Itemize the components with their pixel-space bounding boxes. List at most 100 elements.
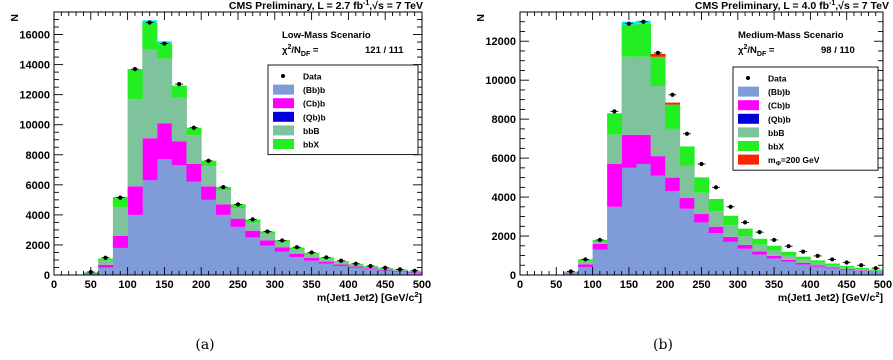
bar-segment xyxy=(304,258,320,261)
legend-label-rest: =200 GeV xyxy=(781,155,820,165)
legend-label-text: bbB xyxy=(768,128,785,138)
legend-swatch xyxy=(738,127,759,138)
legend-item: (Bb)b xyxy=(738,86,790,97)
bar-segment xyxy=(333,262,349,265)
chi2-eq: = xyxy=(766,45,775,56)
legend-swatch xyxy=(273,98,294,109)
bar-segment xyxy=(679,198,695,209)
bar-segment xyxy=(853,269,869,271)
legend-label-text: (Qb)b xyxy=(303,112,326,122)
data-point xyxy=(118,195,123,200)
bar-segment xyxy=(274,251,290,275)
bar-segment xyxy=(157,43,173,59)
legend-label: (Cb)b xyxy=(303,99,325,109)
bar-segment xyxy=(157,159,173,275)
y-tick-label: 6000 xyxy=(492,153,516,165)
data-point xyxy=(742,220,748,225)
bar-segment xyxy=(737,248,753,275)
data-point xyxy=(583,257,588,262)
legend-item: Data xyxy=(746,74,787,84)
bar-segment xyxy=(810,265,826,267)
bar-segment xyxy=(289,256,305,275)
y-tick-label: 2000 xyxy=(26,240,50,252)
panel-caption: (b) xyxy=(653,337,673,353)
bar-segment xyxy=(650,156,666,176)
legend-item: mΦ=200 GeV xyxy=(738,154,820,168)
series--cb-b xyxy=(83,123,423,274)
bar-segment xyxy=(274,242,290,248)
x-tick-label: 0 xyxy=(51,279,57,291)
legend-swatch xyxy=(273,84,294,95)
legend-item: bbB xyxy=(273,125,320,136)
x-axis-label-sup: 2 xyxy=(875,290,879,299)
bar-segment xyxy=(621,56,637,135)
bar-segment xyxy=(127,186,143,215)
bar-segment xyxy=(230,218,246,227)
legend-label-text: (Qb)b xyxy=(768,114,791,124)
bar-segment xyxy=(650,56,666,87)
bar-segment xyxy=(766,250,782,256)
bar-segment xyxy=(607,113,623,135)
cms-header: CMS Preliminary, L = 2.7 fb-1,√s = 7 TeV xyxy=(229,0,423,12)
data-point xyxy=(786,244,791,249)
x-axis-label-sup: 2 xyxy=(414,290,418,299)
data-point xyxy=(859,263,864,268)
bar-segment xyxy=(142,49,158,139)
panel-caption: (a) xyxy=(195,337,214,353)
data-point xyxy=(177,82,182,87)
bar-segment xyxy=(260,240,276,246)
bar-segment xyxy=(201,186,217,200)
bar-segment xyxy=(679,165,695,199)
bar-segment xyxy=(171,85,187,98)
data-point xyxy=(309,250,314,255)
bar-segment xyxy=(723,241,739,275)
bar-segment xyxy=(810,260,826,263)
bar-segment xyxy=(708,233,724,275)
bar-segment xyxy=(245,222,261,231)
scenario-title: Low-Mass Scenario xyxy=(282,30,371,41)
bar-segment xyxy=(157,123,173,160)
chi2-sup: 2 xyxy=(743,44,747,51)
data-point xyxy=(280,238,285,243)
bar-segment xyxy=(230,208,246,219)
bar-segment xyxy=(781,251,797,256)
bar-segment xyxy=(650,53,666,57)
x-axis-label-text: m(Jet1 Jet2) [GeV/c xyxy=(778,292,876,304)
x-axis-label: m(Jet1 Jet2) [GeV/c2] xyxy=(778,290,883,304)
legend-swatch xyxy=(738,154,759,165)
bar-segment xyxy=(127,214,143,275)
y-axis-label: N xyxy=(475,14,487,22)
data-point xyxy=(801,249,806,254)
bar-segment xyxy=(186,163,202,182)
bar-segment xyxy=(201,166,217,187)
bar-segment xyxy=(824,267,840,269)
legend-label-text: Data xyxy=(768,74,787,84)
chi2-slash: /N xyxy=(747,45,757,56)
data-point xyxy=(626,21,632,26)
x-tick-label: 450 xyxy=(376,279,394,291)
bar-segment xyxy=(260,234,276,241)
x-tick-label: 50 xyxy=(550,279,562,291)
data-point xyxy=(368,263,373,269)
bar-segment xyxy=(592,249,608,275)
data-point xyxy=(338,258,344,263)
bar-segment xyxy=(636,134,652,164)
legend-item: (Bb)b xyxy=(273,84,325,95)
bar-segment xyxy=(304,254,320,259)
data-point xyxy=(757,230,762,235)
data-point xyxy=(397,267,403,272)
data-point xyxy=(772,237,777,243)
y-tick-label: 10000 xyxy=(19,120,50,132)
chi2-label: χ2/NDF = xyxy=(282,44,319,58)
legend-label: (Qb)b xyxy=(303,112,326,122)
bar-segment xyxy=(171,165,187,275)
cms-header-sup: -1 xyxy=(829,0,835,7)
bar-segment xyxy=(781,259,797,262)
bar-segment xyxy=(592,243,608,250)
data-point xyxy=(815,253,820,259)
bar-segment xyxy=(215,190,232,205)
bar-segment xyxy=(333,264,349,266)
x-tick-label: 250 xyxy=(229,279,247,291)
data-point xyxy=(844,260,849,265)
chi2-label: χ2/NDF = xyxy=(738,44,775,58)
